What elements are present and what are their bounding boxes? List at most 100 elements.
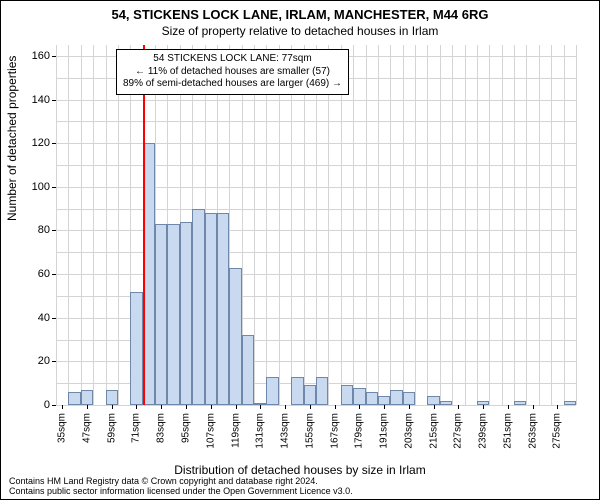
footer-line-2: Contains public sector information licen… (9, 487, 591, 497)
ytick-label: 40 (20, 312, 50, 324)
histogram-bar (266, 377, 278, 405)
grid-line-v (56, 45, 57, 405)
info-line-1: 54 STICKENS LOCK LANE: 77sqm (123, 53, 342, 66)
grid-line-v (452, 45, 453, 405)
grid-line-v (539, 45, 540, 405)
chart-subtitle: Size of property relative to detached ho… (1, 22, 599, 38)
histogram-bar (106, 390, 118, 405)
xtick-label: 275sqm (552, 413, 563, 449)
histogram-bar (477, 401, 489, 405)
histogram-bar (390, 390, 402, 405)
xtick-label: 143sqm (280, 413, 291, 449)
grid-line-v (316, 45, 317, 405)
xtick-label: 179sqm (354, 413, 365, 449)
histogram-bar (378, 396, 390, 405)
histogram-bar (403, 392, 415, 405)
grid-line-v (526, 45, 527, 405)
grid-line-v (489, 45, 490, 405)
histogram-bar (155, 224, 167, 405)
grid-line-v (266, 45, 267, 405)
grid-line-v (93, 45, 94, 405)
histogram-bar (514, 401, 526, 405)
xtick-mark (211, 405, 212, 409)
marker-line (143, 45, 145, 405)
histogram-bar (205, 213, 217, 405)
plot: 02040608010012014016035sqm47sqm59sqm71sq… (56, 45, 576, 406)
ytick-label: 80 (20, 224, 50, 236)
info-box: 54 STICKENS LOCK LANE: 77sqm ← 11% of de… (116, 49, 349, 95)
xtick-label: 95sqm (181, 413, 192, 443)
xtick-mark (112, 405, 113, 409)
xtick-label: 191sqm (379, 413, 390, 449)
xtick-label: 119sqm (230, 413, 241, 448)
histogram-bar (341, 385, 353, 405)
ytick-label: 20 (20, 355, 50, 367)
histogram-bar (316, 377, 328, 405)
grid-line-v (502, 45, 503, 405)
xtick-mark (161, 405, 162, 409)
xtick-mark (434, 405, 435, 409)
ytick-label: 120 (20, 137, 50, 149)
xtick-label: 239sqm (478, 413, 489, 449)
xtick-mark (533, 405, 534, 409)
xtick-label: 167sqm (329, 413, 340, 449)
grid-line-v (390, 45, 391, 405)
xtick-label: 71sqm (131, 413, 142, 443)
histogram-bar (81, 390, 93, 405)
histogram-bar (427, 396, 439, 405)
xtick-label: 155sqm (304, 413, 315, 449)
grid-line-v (576, 45, 577, 405)
histogram-bar (68, 392, 80, 405)
x-axis-label: Distribution of detached houses by size … (1, 463, 599, 477)
xtick-mark (87, 405, 88, 409)
histogram-bar (180, 222, 192, 405)
grid-line-v (279, 45, 280, 405)
grid-line-v (328, 45, 329, 405)
grid-line-v (415, 45, 416, 405)
xtick-mark (384, 405, 385, 409)
ytick-label: 100 (20, 181, 50, 193)
grid-line-v (353, 45, 354, 405)
grid-line-v (427, 45, 428, 405)
xtick-label: 35sqm (57, 413, 68, 443)
ytick-label: 140 (20, 94, 50, 106)
grid-line-v (68, 45, 69, 405)
histogram-bar (192, 209, 204, 405)
xtick-mark (557, 405, 558, 409)
grid-line-v (118, 45, 119, 405)
histogram-bar (366, 392, 378, 405)
xtick-label: 47sqm (81, 413, 92, 443)
histogram-bar (167, 224, 179, 405)
xtick-label: 83sqm (156, 413, 167, 443)
xtick-mark (186, 405, 187, 409)
grid-line-v (254, 45, 255, 405)
xtick-label: 263sqm (527, 413, 538, 449)
histogram-bar (217, 213, 229, 405)
xtick-label: 107sqm (205, 413, 216, 449)
grid-line-v (106, 45, 107, 405)
figure-container: 54, STICKENS LOCK LANE, IRLAM, MANCHESTE… (0, 0, 600, 500)
grid-line-h (56, 405, 576, 406)
footer: Contains HM Land Registry data © Crown c… (9, 477, 591, 497)
grid-line-v (304, 45, 305, 405)
xtick-label: 227sqm (453, 413, 464, 449)
grid-line-v (366, 45, 367, 405)
grid-line-v (440, 45, 441, 405)
xtick-mark (409, 405, 410, 409)
histogram-bar (229, 268, 241, 405)
plot-area: 02040608010012014016035sqm47sqm59sqm71sq… (56, 45, 576, 405)
histogram-bar (353, 388, 365, 405)
xtick-label: 59sqm (106, 413, 117, 443)
y-axis-label: Number of detached properties (5, 56, 19, 221)
histogram-bar (242, 335, 254, 405)
chart-title: 54, STICKENS LOCK LANE, IRLAM, MANCHESTE… (1, 1, 599, 22)
ytick-label: 60 (20, 268, 50, 280)
xtick-mark (136, 405, 137, 409)
xtick-mark (260, 405, 261, 409)
histogram-bar (564, 401, 576, 405)
info-line-3: 89% of semi-detached houses are larger (… (123, 78, 342, 91)
xtick-mark (62, 405, 63, 409)
histogram-bar (291, 377, 303, 405)
xtick-label: 131sqm (255, 413, 266, 449)
histogram-bar (130, 292, 142, 405)
